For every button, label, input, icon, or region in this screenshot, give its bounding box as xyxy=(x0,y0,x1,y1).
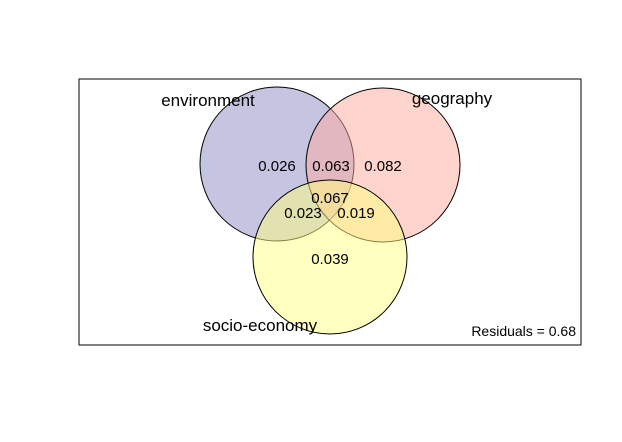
region-environment-only: 0.026 xyxy=(258,158,296,175)
environment-label: environment xyxy=(161,91,255,110)
socio-economy-circle xyxy=(252,179,408,335)
region-environment-geography: 0.063 xyxy=(312,158,350,175)
region-geography-socio: 0.019 xyxy=(337,205,375,222)
plot-frame xyxy=(78,78,582,346)
region-environment-socio: 0.023 xyxy=(284,205,322,222)
residuals-label: Residuals = 0.68 xyxy=(471,323,576,339)
region-all-three: 0.067 xyxy=(311,190,349,207)
region-socio-only: 0.039 xyxy=(311,251,349,268)
region-geography-only: 0.082 xyxy=(364,158,402,175)
socio-economy-label: socio-economy xyxy=(203,316,318,335)
geography-label: geography xyxy=(412,89,493,108)
